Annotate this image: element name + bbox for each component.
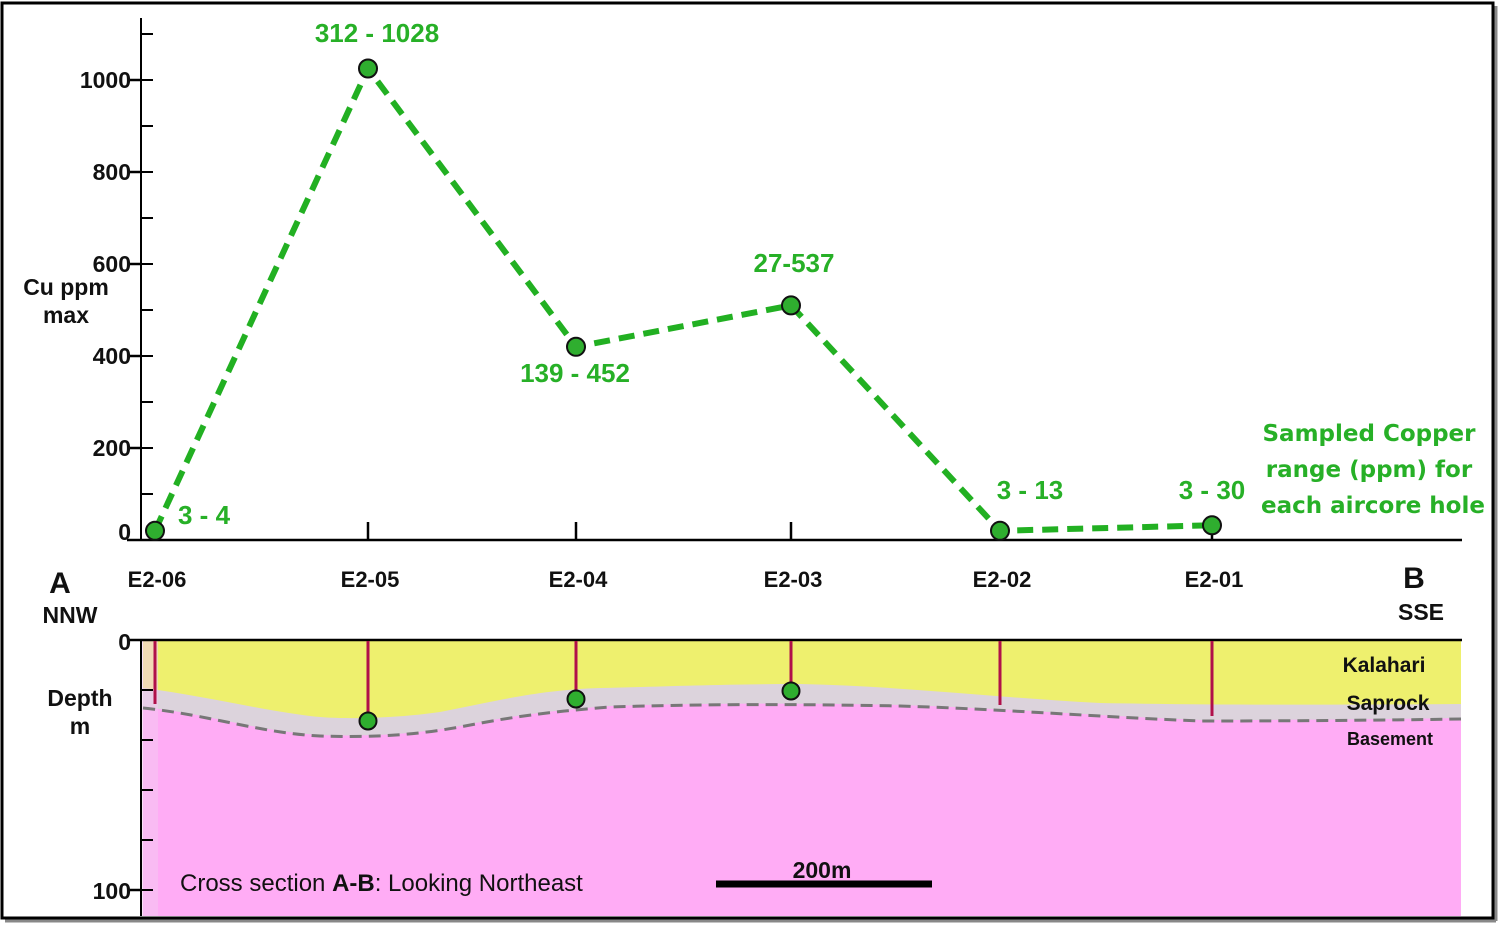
hole-label: E2-03	[764, 567, 823, 592]
drill-holes	[153, 641, 1214, 731]
data-point	[145, 520, 165, 541]
hole-label: E2-05	[341, 567, 400, 592]
depth-tick-label: 0	[118, 629, 131, 655]
depth-axis-ticks: 0 100	[93, 629, 153, 904]
note-line: Sampled Copper	[1262, 421, 1476, 447]
data-point	[990, 520, 1010, 541]
y-tick-label: 600	[93, 251, 131, 277]
drill-hole-marker	[566, 689, 586, 709]
note-line: each aircore hole	[1261, 493, 1485, 519]
data-point	[781, 295, 801, 316]
drill-hole-marker	[781, 681, 801, 701]
range-labels: 3 - 4 312 - 1028 139 - 452 27-537 3 - 13 3 - …	[178, 18, 1245, 530]
y-tick-label: 200	[93, 435, 131, 461]
copper-series-line	[152, 62, 1213, 534]
hole-label: E2-06	[128, 567, 187, 592]
scale-bar-label: 200m	[793, 857, 852, 883]
y-axis-title-line: max	[43, 302, 89, 328]
section-caption: Cross section A-B: Looking Northeast	[180, 870, 583, 897]
y-tick-label: 400	[93, 343, 131, 369]
depth-axis-title-line: m	[70, 713, 90, 739]
range-label: 139 - 452	[520, 358, 630, 388]
hole-label: E2-02	[973, 567, 1032, 592]
y-tick-label: 800	[93, 159, 131, 185]
data-point	[358, 58, 378, 79]
note-line: range (ppm) for	[1266, 457, 1473, 483]
basement-contact-line	[142, 703, 1462, 739]
drill-hole-marker	[358, 711, 378, 731]
range-label: 312 - 1028	[315, 18, 439, 48]
layer-label-kalahari: Kalahari	[1343, 654, 1426, 677]
layer-label-basement: Basement	[1347, 729, 1433, 749]
depth-tick-label: 100	[93, 878, 131, 904]
end-a-direction: NNW	[43, 602, 98, 628]
hole-label: E2-04	[549, 567, 608, 592]
sampled-copper-note: Sampled Copper range (ppm) for each aircor…	[1261, 421, 1485, 519]
range-label: 3 - 30	[1179, 475, 1246, 505]
range-label: 3 - 4	[178, 500, 231, 530]
layer-label-saprock: Saprock	[1347, 692, 1430, 715]
range-label: 3 - 13	[997, 475, 1064, 505]
y-axis-ticks: 0 200 400 600 800 1000	[80, 33, 153, 545]
data-point	[566, 336, 586, 357]
y-tick-label: 0	[118, 519, 131, 545]
caption-prefix: Cross section	[180, 870, 332, 897]
range-label: 27-537	[754, 248, 835, 278]
y-tick-label: 1000	[80, 67, 131, 93]
data-points	[145, 58, 1222, 541]
caption-ab: A-B	[332, 870, 375, 897]
depth-axis-title-line: Depth	[47, 685, 112, 711]
hole-label: E2-01	[1185, 567, 1244, 592]
end-b-direction: SSE	[1398, 599, 1444, 625]
y-axis-title-line: Cu ppm	[23, 274, 109, 300]
end-a-letter: A	[49, 567, 71, 600]
data-point	[1202, 515, 1222, 536]
caption-suffix: : Looking Northeast	[375, 870, 583, 897]
hole-labels: E2-06 E2-05 E2-04 E2-03 E2-02 E2-01	[128, 567, 1244, 592]
end-b-letter: B	[1403, 562, 1425, 595]
basement-layer	[143, 703, 1461, 916]
